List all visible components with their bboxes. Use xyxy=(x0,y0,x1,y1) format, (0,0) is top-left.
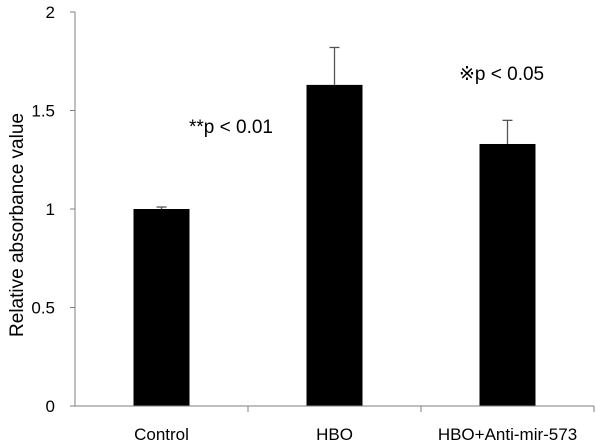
annotation-anti-mir: ※p < 0.05 xyxy=(459,64,544,85)
y-tick-label: 1.5 xyxy=(31,102,55,121)
y-axis-ticks: 0 0.5 1 1.5 2 xyxy=(31,3,75,416)
y-tick-label: 0 xyxy=(46,397,55,416)
x-axis-ticks: Control HBO HBO+Anti-mir-573 xyxy=(134,406,595,443)
y-tick-label: 2 xyxy=(46,3,55,22)
bar-hbo xyxy=(306,84,363,406)
y-axis-label: Relative absorbance value xyxy=(7,113,28,337)
bar-hbo-anti-mir-573 xyxy=(479,143,536,407)
annotation-hbo: **p < 0.01 xyxy=(189,117,273,138)
error-bars xyxy=(156,46,513,209)
x-tick-label: HBO+Anti-mir-573 xyxy=(438,425,577,443)
x-tick-label: HBO xyxy=(316,425,353,443)
bar-control xyxy=(133,209,190,406)
x-tick-label: Control xyxy=(134,425,189,443)
y-tick-label: 0.5 xyxy=(31,299,55,318)
y-tick-label: 1 xyxy=(46,200,55,219)
bars xyxy=(133,84,536,407)
